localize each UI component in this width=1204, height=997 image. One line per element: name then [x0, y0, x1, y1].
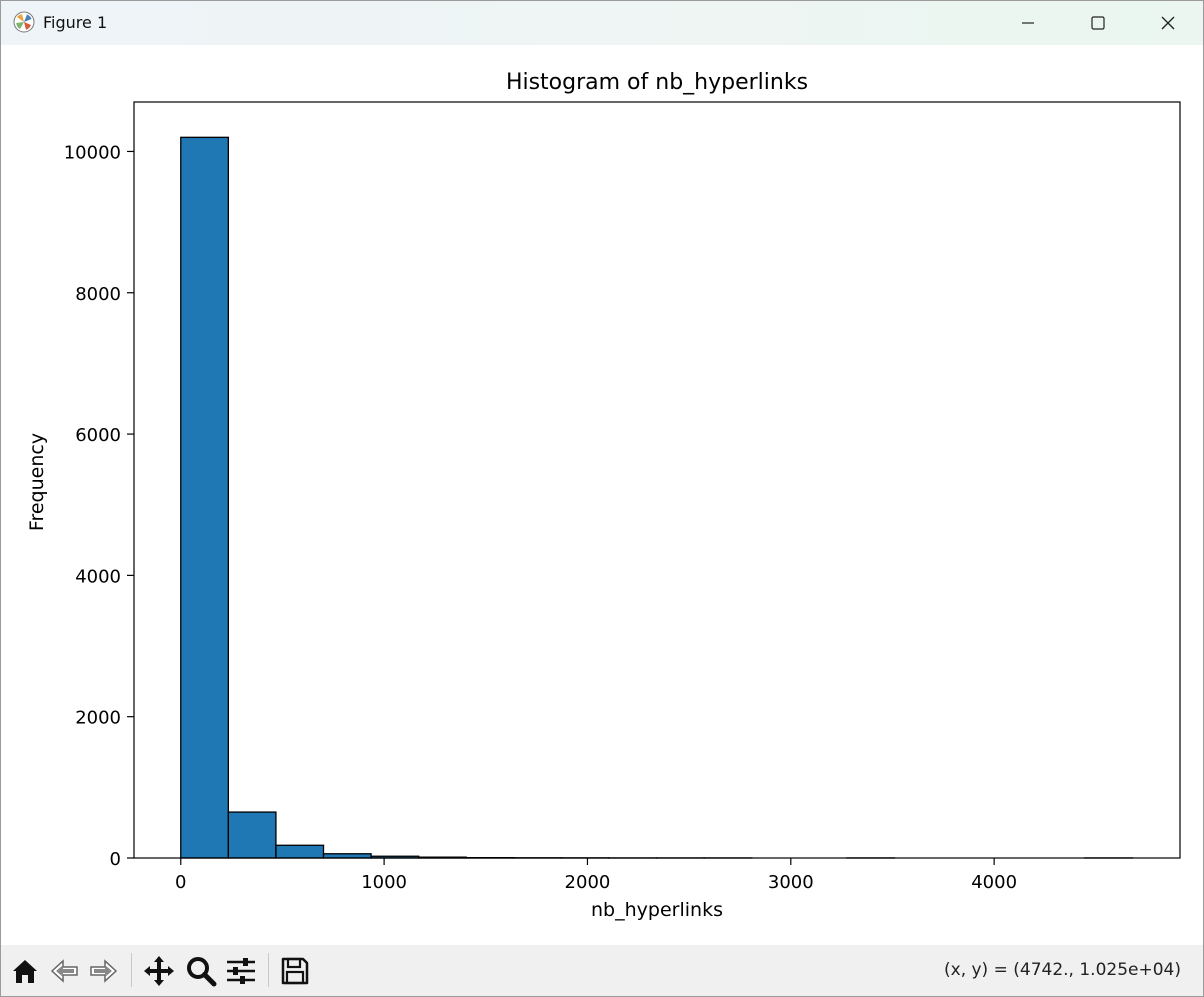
- zoom-icon: [187, 957, 217, 987]
- x-tick-label: 4000: [971, 872, 1017, 893]
- forward-button[interactable]: [85, 953, 121, 989]
- x-axis-label: nb_hyperlinks: [591, 899, 723, 921]
- x-tick-label: 1000: [361, 872, 407, 893]
- back-button[interactable]: [47, 953, 83, 989]
- histogram-bar: [227, 811, 277, 859]
- toolbar-separator: [131, 953, 132, 987]
- maximize-icon: [1091, 16, 1105, 30]
- plot-frame: [133, 101, 1181, 859]
- cursor-coordinates: (x, y) = (4742., 1.025e+04): [944, 960, 1181, 980]
- histogram-bar: [180, 136, 230, 859]
- configure-icon: [227, 958, 255, 984]
- x-tick-label: 0: [175, 872, 186, 893]
- zoom-button[interactable]: [183, 953, 219, 989]
- save-icon: [281, 957, 309, 985]
- histogram-chart: Histogram of nb_hyperlinks 0 1000 2000 3000…: [26, 70, 1181, 921]
- pan-button[interactable]: [141, 953, 177, 989]
- y-axis-ticks: 0 2000 4000 6000 8000 10000: [64, 142, 134, 870]
- minimize-button[interactable]: [993, 1, 1063, 45]
- histogram-bar: [322, 853, 372, 859]
- forward-icon: [90, 959, 118, 983]
- y-tick-label: 4000: [75, 566, 121, 587]
- y-tick-label: 8000: [75, 284, 121, 305]
- y-tick-label: 0: [110, 849, 121, 870]
- figure-canvas[interactable]: Histogram of nb_hyperlinks 0 1000 2000 3000…: [1, 45, 1203, 945]
- y-tick-label: 10000: [64, 142, 121, 163]
- x-tick-label: 2000: [565, 872, 611, 893]
- toolbar-separator: [268, 953, 269, 987]
- navigation-toolbar: (x, y) = (4742., 1.025e+04): [1, 945, 1203, 996]
- chart-title: Histogram of nb_hyperlinks: [506, 70, 808, 95]
- close-icon: [1161, 16, 1175, 30]
- maximize-button[interactable]: [1063, 1, 1133, 45]
- y-axis-label: Frequency: [26, 433, 48, 531]
- configure-button[interactable]: [223, 953, 259, 989]
- title-bar: Figure 1: [1, 1, 1203, 45]
- save-button[interactable]: [277, 953, 313, 989]
- back-icon: [50, 959, 78, 983]
- home-icon: [13, 960, 37, 983]
- minimize-icon: [1022, 22, 1034, 24]
- histogram-bar: [275, 844, 325, 859]
- x-axis-ticks: 0 1000 2000 3000 4000: [175, 858, 1017, 893]
- home-button[interactable]: [7, 953, 43, 989]
- bars-group: [180, 136, 1134, 859]
- close-button[interactable]: [1133, 1, 1203, 45]
- window-title: Figure 1: [43, 13, 108, 32]
- y-tick-label: 2000: [75, 708, 121, 729]
- x-tick-label: 3000: [768, 872, 814, 893]
- y-tick-label: 6000: [75, 425, 121, 446]
- pan-icon: [144, 956, 174, 986]
- matplotlib-logo-icon: [13, 11, 35, 33]
